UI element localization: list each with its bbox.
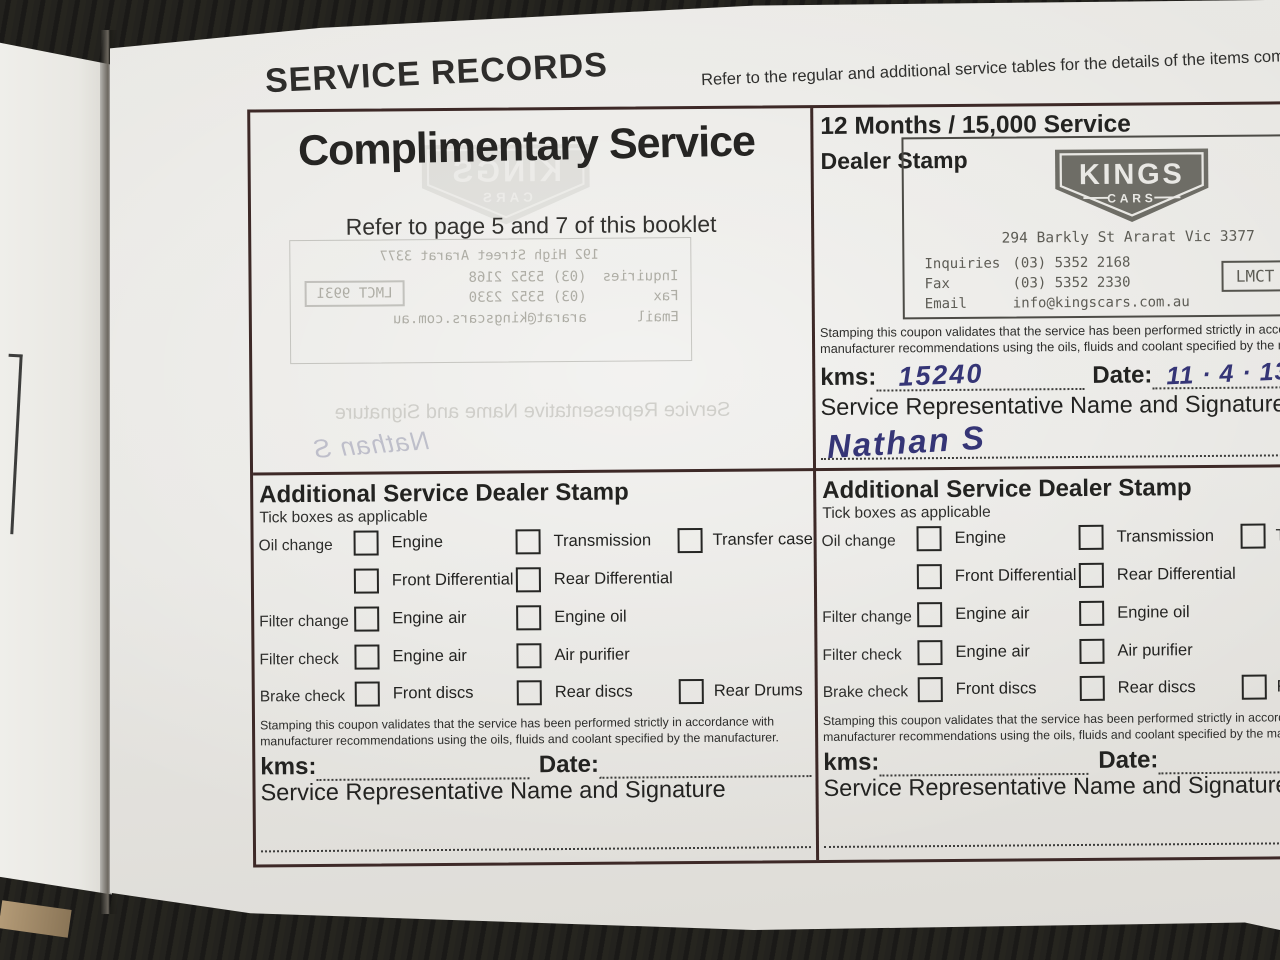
page-title: SERVICE RECORDS xyxy=(264,45,609,101)
checkbox-engine-air[interactable] xyxy=(917,602,943,628)
checkbox-front-discs[interactable] xyxy=(354,681,380,707)
brake-check-row: Brake check Front discs Rear discs Rear … xyxy=(255,678,815,712)
kms-date-row: kms: 15240 Date: 11 · 4 · 13 xyxy=(820,352,1280,392)
background-surface-sliver xyxy=(0,900,72,938)
brake-check-row: Brake check Front discs Rear discs Rear … xyxy=(818,674,1280,708)
bleedthrough-address: 192 High Street Ararat 3377 xyxy=(379,246,600,265)
complimentary-note: Refer to page 5 and 7 of this booklet xyxy=(345,210,717,240)
rep-name-signature-label: Service Representative Name and Signatur… xyxy=(823,771,1280,801)
dealer-stamp-box: KINGS CARS 294 Barkly St Ararat Vic 3377… xyxy=(901,133,1280,320)
service-record-page: SERVICE RECORDS Refer to the regular and… xyxy=(110,0,1280,930)
kms-label: kms: xyxy=(823,748,880,777)
svg-text:KINGS: KINGS xyxy=(449,154,562,189)
date-handwritten-value: 11 · 4 · 13 xyxy=(1165,357,1280,391)
tick-boxes-note: Tick boxes as applicable xyxy=(259,508,428,527)
oil-change-row: Oil change Engine Transmission Transfer … xyxy=(816,523,1280,557)
svg-text:KINGS: KINGS xyxy=(1079,158,1185,191)
checkbox-engine-air-check[interactable] xyxy=(354,644,380,670)
additional-service-coupon-left: Additional Service Dealer Stamp Tick box… xyxy=(253,471,816,864)
kings-cars-logo: KINGS CARS xyxy=(1055,148,1209,222)
additional-title: Additional Service Dealer Stamp xyxy=(822,474,1192,505)
additional-title: Additional Service Dealer Stamp xyxy=(259,478,629,509)
svg-text:CARS: CARS xyxy=(1107,191,1156,205)
facing-page-box-edge xyxy=(0,353,23,535)
date-label: Date: xyxy=(1092,361,1153,389)
checkbox-engine-air[interactable] xyxy=(354,606,380,632)
service-record-grid: KINGS CARS Complimentary Service Refer t… xyxy=(247,100,1280,868)
additional-service-coupon-right: Additional Service Dealer Stamp Tick box… xyxy=(816,467,1280,860)
differential-row: Front Differential Rear Differential xyxy=(817,561,1280,595)
kms-entry-line[interactable] xyxy=(879,740,1089,777)
checkbox-air-purifier[interactable] xyxy=(516,643,542,669)
kms-label: kms: xyxy=(820,363,877,392)
kms-date-row: kms: Date: xyxy=(260,743,812,781)
signature-entry-line[interactable]: Nathan S xyxy=(820,409,1280,465)
checkbox-engine-oil[interactable] xyxy=(1079,600,1105,626)
bleedthrough-rep-line: Service Representative Name and Signatur… xyxy=(334,398,731,424)
facing-page xyxy=(0,42,112,895)
checkbox-rear-differential[interactable] xyxy=(515,567,541,593)
date-entry-line[interactable] xyxy=(598,743,812,779)
checkbox-transfer-case[interactable] xyxy=(1240,523,1266,549)
rep-signature-handwritten: Nathan S xyxy=(825,418,987,466)
kms-entry-line[interactable] xyxy=(316,745,529,781)
checkbox-transmission[interactable] xyxy=(515,529,541,555)
service-12-months-coupon: 12 Months / 15,000 Service Dealer Stamp … xyxy=(813,104,1280,468)
checkbox-engine-air-check[interactable] xyxy=(917,640,943,666)
kms-entry-line[interactable]: 15240 xyxy=(876,355,1085,392)
complimentary-title: Complimentary Service xyxy=(297,117,756,176)
bleedthrough-signature: Nathan S xyxy=(311,425,431,465)
header-note: Refer to the regular and additional serv… xyxy=(700,45,1280,90)
signature-entry-line[interactable] xyxy=(823,841,1280,848)
checkbox-engine[interactable] xyxy=(353,530,379,556)
dealer-address: 294 Barkly St Ararat Vic 3377 xyxy=(1001,228,1255,247)
kms-handwritten-value: 15240 xyxy=(897,358,985,392)
dealer-contact-rows: Inquiries (03) 5352 2168 Fax (03) 5352 233… xyxy=(924,254,1190,312)
checkbox-front-differential[interactable] xyxy=(353,568,379,594)
bleedthrough-lmct: LMCT 9931 xyxy=(304,280,405,308)
date-entry-line[interactable] xyxy=(1158,738,1280,775)
bleedthrough-kings-logo: KINGS CARS xyxy=(421,143,590,225)
checkbox-front-differential[interactable] xyxy=(916,564,942,590)
date-entry-line[interactable]: 11 · 4 · 13 xyxy=(1152,353,1280,391)
tick-boxes-note: Tick boxes as applicable xyxy=(822,503,991,523)
filter-check-row: Filter check Engine air Air purifier xyxy=(817,637,1280,671)
signature-entry-line[interactable] xyxy=(261,846,812,853)
lmct-number-box: LMCT 9931 xyxy=(1221,259,1280,292)
differential-row: Front Differential Rear Differential xyxy=(254,565,814,599)
bleedthrough-stamp-box: 192 High Street Ararat 3377 Inquiries (03… xyxy=(289,237,693,365)
checkbox-rear-discs[interactable] xyxy=(516,680,542,706)
checkbox-air-purifier[interactable] xyxy=(1079,638,1105,664)
filter-change-row: Filter change Engine air Engine oil xyxy=(817,599,1280,633)
checkbox-rear-drums[interactable] xyxy=(678,678,704,705)
checkbox-transmission[interactable] xyxy=(1078,524,1104,550)
checkbox-rear-discs[interactable] xyxy=(1079,675,1105,701)
checkbox-front-discs[interactable] xyxy=(917,677,943,703)
checkbox-engine[interactable] xyxy=(916,526,942,552)
complimentary-service-coupon: KINGS CARS Complimentary Service Refer t… xyxy=(250,108,813,472)
checkbox-rear-differential[interactable] xyxy=(1078,562,1104,588)
checkbox-rear-drums[interactable] xyxy=(1241,674,1267,700)
oil-change-row: Oil change Engine Transmission Transfer … xyxy=(254,527,814,561)
kms-label: kms: xyxy=(260,752,317,781)
checkbox-engine-oil[interactable] xyxy=(516,605,542,631)
date-label: Date: xyxy=(538,750,599,779)
filter-change-row: Filter change Engine air Engine oil xyxy=(254,603,814,637)
checkbox-transfer-case[interactable] xyxy=(677,527,703,554)
date-label: Date: xyxy=(1098,746,1159,774)
svg-text:CARS: CARS xyxy=(479,190,533,205)
filter-check-row: Filter check Engine air Air purifier xyxy=(254,641,814,675)
rep-name-signature-label: Service Representative Name and Signatur… xyxy=(260,775,726,806)
